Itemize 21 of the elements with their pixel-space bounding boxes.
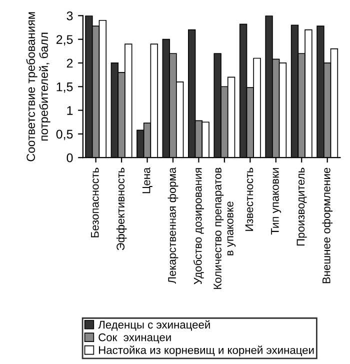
- x-tick-label: Удобство дозирования: [193, 168, 204, 284]
- x-tick-label: Количество препаратов в упаковке: [214, 168, 236, 289]
- y-tick-label: 3: [66, 11, 73, 20]
- y-tick-label: 0,5: [56, 130, 73, 140]
- x-tick-label: Безопасность: [91, 168, 99, 238]
- x-tick-label: Цена: [142, 167, 152, 194]
- y-tick-label: 1: [67, 106, 73, 115]
- y-tick-label: 2: [66, 58, 73, 68]
- x-tick-label: Известность: [245, 168, 254, 231]
- y-axis-title: Соответствие требованиям потребителей, балл: [26, 12, 50, 162]
- y-tick-label: 0: [66, 153, 73, 162]
- x-tick-label: Производитель: [296, 168, 307, 246]
- y-tick-label: 1,5: [56, 82, 73, 93]
- x-tick-label: Лекарственная форма: [168, 167, 178, 284]
- legend-label: Сок эхинацеи: [98, 333, 171, 344]
- y-tick-label: 2,5: [56, 35, 73, 46]
- legend-label: Настойка из корневищ и корней эхинацеи: [99, 346, 314, 356]
- legend-label: Леденцы с эхинацеей: [98, 320, 210, 331]
- x-tick-label: Внешнее оформление: [322, 168, 333, 284]
- x-tick-label: Эффективность: [116, 168, 127, 250]
- x-tick-label: Тип упаковки: [271, 168, 282, 235]
